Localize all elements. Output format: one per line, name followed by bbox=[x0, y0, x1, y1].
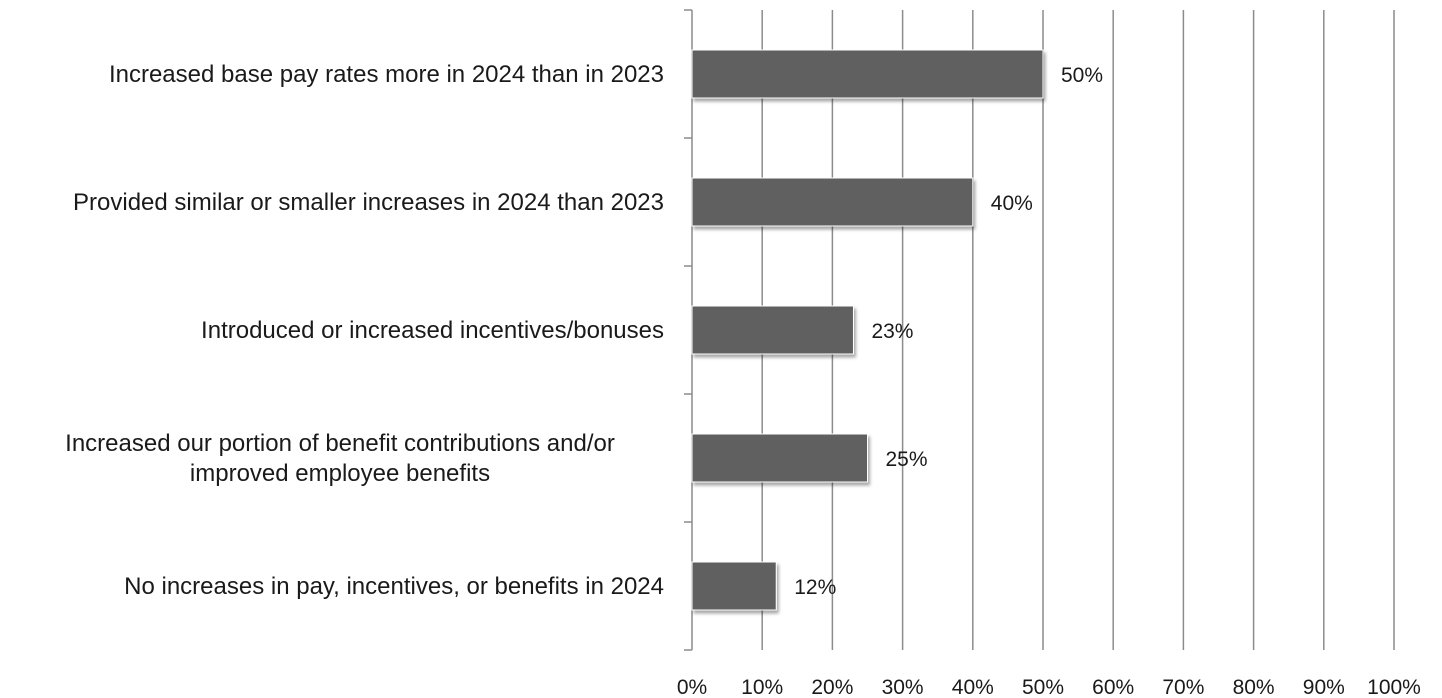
x-tick-label-50: 50% bbox=[1022, 676, 1064, 698]
category-label-1: Provided similar or smaller increases in… bbox=[73, 189, 664, 216]
bar-0 bbox=[692, 50, 1043, 98]
data-label-4: 12% bbox=[794, 576, 836, 599]
x-tick-label-80: 80% bbox=[1233, 676, 1275, 698]
category-label-4: No increases in pay, incentives, or bene… bbox=[124, 573, 664, 600]
data-label-2: 23% bbox=[871, 320, 913, 343]
bar-3 bbox=[692, 434, 868, 482]
data-label-3: 25% bbox=[886, 448, 928, 471]
x-tick-label-20: 20% bbox=[811, 676, 853, 698]
category-labels: Increased base pay rates more in 2024 th… bbox=[65, 61, 664, 600]
x-tick-label-60: 60% bbox=[1092, 676, 1134, 698]
x-tick-label-100: 100% bbox=[1367, 676, 1421, 698]
x-tick-label-30: 30% bbox=[882, 676, 924, 698]
category-label-line: Increased our portion of benefit contrib… bbox=[65, 430, 615, 457]
x-tick-label-90: 90% bbox=[1303, 676, 1345, 698]
category-label-3: Increased our portion of benefit contrib… bbox=[65, 430, 615, 487]
bar-1 bbox=[692, 178, 973, 226]
x-tick-label-40: 40% bbox=[952, 676, 994, 698]
x-tick-label-10: 10% bbox=[741, 676, 783, 698]
bar-2 bbox=[692, 306, 853, 354]
data-label-1: 40% bbox=[991, 192, 1033, 215]
bars bbox=[692, 50, 1043, 610]
x-tick-label-70: 70% bbox=[1162, 676, 1204, 698]
category-label-2: Introduced or increased incentives/bonus… bbox=[201, 317, 664, 344]
x-tick-label-0: 0% bbox=[677, 676, 707, 698]
category-label-0: Increased base pay rates more in 2024 th… bbox=[109, 61, 664, 88]
category-label-line: improved employee benefits bbox=[190, 460, 490, 487]
data-label-0: 50% bbox=[1061, 64, 1103, 87]
bar-4 bbox=[692, 562, 776, 610]
gridlines bbox=[762, 10, 1394, 650]
y-axis bbox=[684, 10, 692, 650]
x-tick-labels: 0% 10% 20% 30% 40% 50% 60% 70% 80% 90% 100% bbox=[677, 676, 1421, 698]
